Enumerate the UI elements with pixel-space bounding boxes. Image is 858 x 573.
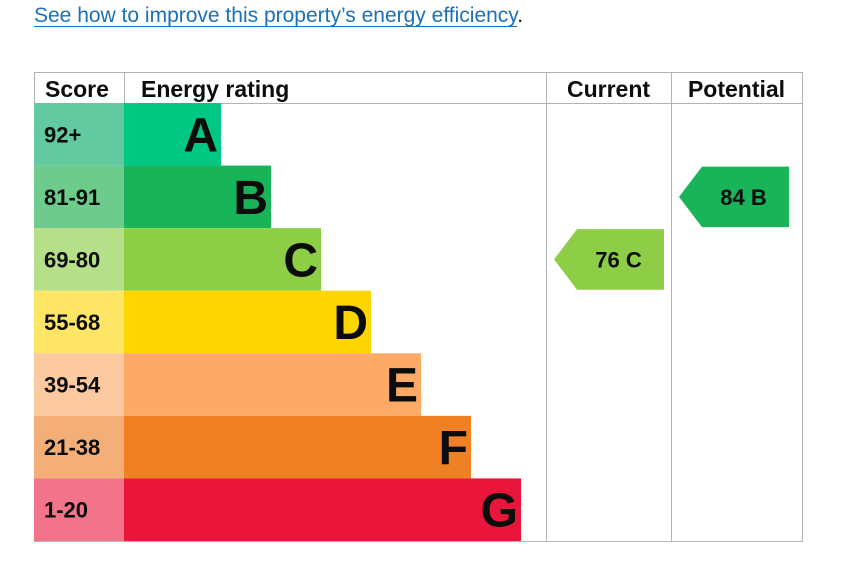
band-bar-b: [124, 165, 271, 229]
score-cell-f: [34, 415, 124, 479]
score-range-d: 55-68: [44, 310, 100, 335]
band-bar-f: [124, 415, 471, 479]
score-range-f: 21-38: [44, 435, 100, 460]
score-cell-d: [34, 290, 124, 354]
score-range-b: 81-91: [44, 185, 100, 210]
band-letter-a: A: [183, 109, 218, 162]
band-letter-d: D: [333, 297, 368, 350]
band-letter-c: C: [283, 234, 318, 287]
band-letter-g: G: [481, 485, 518, 538]
band-letter-e: E: [386, 360, 418, 413]
band-bar-g: [124, 478, 521, 541]
score-cell-b: [34, 165, 124, 229]
current-arrow: [554, 229, 664, 290]
score-range-c: 69-80: [44, 247, 100, 272]
band-bar-a: [124, 103, 221, 166]
rating-arrows: 76 C 84 B: [554, 166, 789, 290]
band-bar-d: [124, 290, 371, 354]
header-current: Current: [567, 76, 650, 102]
potential-rating-label: 84 B: [720, 185, 766, 210]
score-cell-a: [34, 103, 124, 166]
score-cell-e: [34, 353, 124, 416]
header-potential: Potential: [688, 76, 785, 102]
band-letter-b: B: [233, 172, 268, 225]
score-cell-g: [34, 478, 124, 541]
potential-arrow: [679, 166, 789, 228]
band-bar-c: [124, 228, 321, 291]
improve-efficiency-link[interactable]: See how to improve this property’s energ…: [34, 4, 518, 27]
band-letter-f: F: [439, 422, 468, 475]
improve-efficiency-line: See how to improve this property’s energ…: [34, 4, 523, 28]
score-range-e: 39-54: [44, 373, 101, 398]
link-suffix: .: [517, 4, 524, 27]
header-energy-rating: Energy rating: [141, 76, 289, 102]
column-headers: Score Energy rating Current Potential: [45, 76, 785, 102]
rating-bands: 92+ A 81-91 B 69-80 C 55-68 D 39-54 E 21-38 F 1-20 G: [34, 103, 521, 541]
score-range-a: 92+: [44, 122, 81, 147]
score-cell-c: [34, 228, 124, 291]
band-bar-e: [124, 353, 421, 416]
current-rating-label: 76 C: [595, 247, 642, 272]
score-range-g: 1-20: [44, 498, 88, 523]
header-score: Score: [45, 76, 109, 102]
